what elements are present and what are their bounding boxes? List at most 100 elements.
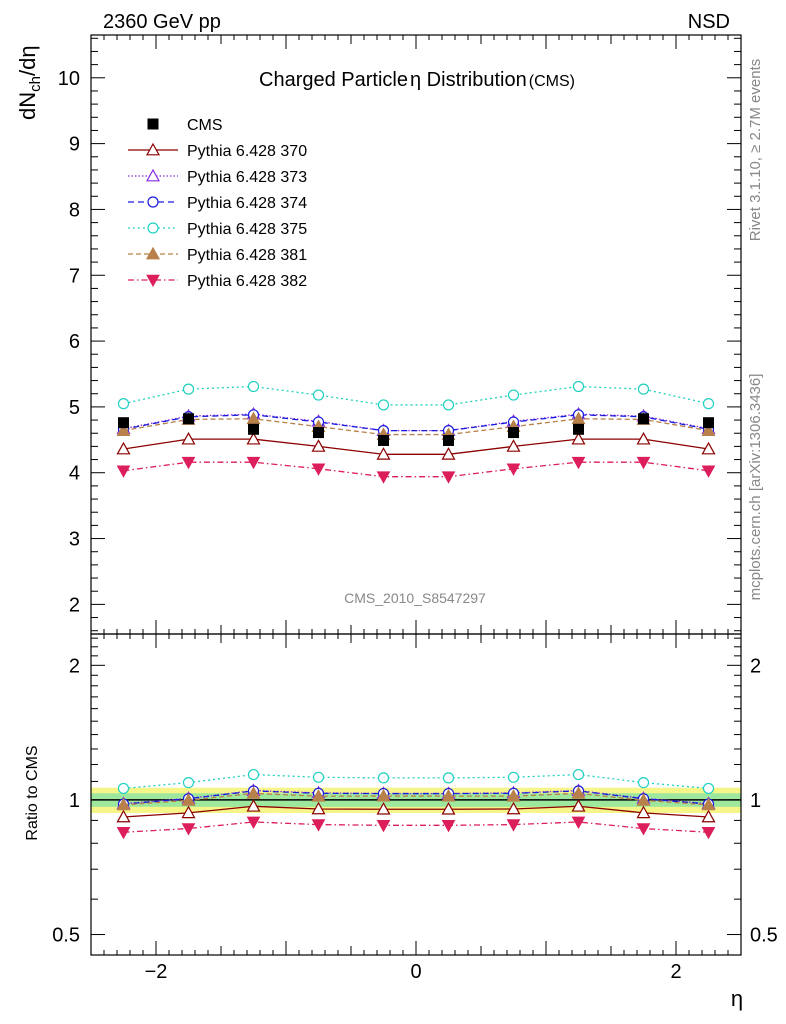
legend-marker <box>147 118 159 130</box>
series-cms-data <box>118 413 714 446</box>
series-line <box>123 414 709 432</box>
legend-marker <box>145 246 161 260</box>
legend-label: Pythia 6.428 381 <box>187 247 307 264</box>
series-pythia-6-428-370 <box>116 431 716 460</box>
title-eta: η <box>410 69 421 91</box>
series-line <box>123 438 709 455</box>
title-text-2: Distribution <box>421 69 527 91</box>
legend-marker <box>147 196 159 208</box>
ylabel-d: dN <box>15 92 40 120</box>
ratio-point <box>311 788 326 802</box>
series-line <box>123 461 709 478</box>
ratio-line <box>123 805 709 818</box>
series-point <box>181 431 196 445</box>
ratio-point <box>637 776 650 789</box>
series-point <box>377 399 390 411</box>
x-tick-label: 0 <box>410 961 421 983</box>
ratio-series-pythia-6-428-370 <box>116 799 716 823</box>
series-point <box>182 383 195 395</box>
series-point <box>116 465 131 478</box>
ratio-point <box>441 820 456 833</box>
ratio-series-pythia-6-428-382 <box>116 816 716 840</box>
legend: CMS Pythia 6.428 370 Pythia 6.428 373 Pythi… <box>128 117 307 290</box>
data-point <box>183 413 194 425</box>
ratio-point <box>572 768 585 781</box>
ratio-y-tick-label-right: 2 <box>750 655 761 677</box>
ratio-point <box>247 768 260 781</box>
ratio-point <box>442 772 455 784</box>
legend-label: Pythia 6.428 373 <box>187 169 307 186</box>
ratio-point <box>571 816 586 830</box>
series-point <box>636 456 651 470</box>
ratio-point <box>246 786 261 799</box>
ratio-point <box>181 823 196 836</box>
ratio-point <box>506 819 521 832</box>
legend-marker <box>145 168 161 182</box>
x-tick-label: 2 <box>670 961 681 983</box>
ratio-point <box>571 786 586 799</box>
y-tick-label: 3 <box>69 529 80 551</box>
legend-label: Pythia 6.428 370 <box>187 143 307 160</box>
watermark: CMS_2010_S8547297 <box>344 590 486 606</box>
ratio-line <box>123 790 709 805</box>
series-point <box>701 465 716 478</box>
ratio-point <box>311 801 326 815</box>
data-point <box>118 417 129 429</box>
ratio-point <box>702 782 715 795</box>
ylabel-sub: ch <box>27 76 44 92</box>
ratio-point <box>246 799 261 812</box>
ratio-point <box>701 809 716 823</box>
series-point <box>246 456 261 470</box>
series-point <box>376 471 391 484</box>
legend-marker <box>145 142 161 156</box>
ratio-line <box>123 821 709 833</box>
series-pythia-6-428-382 <box>116 456 716 484</box>
ratio-point <box>376 801 391 815</box>
ratio-point <box>377 772 390 784</box>
series-point <box>571 411 586 425</box>
legend-marker <box>147 222 159 234</box>
y-axis-label-top: dNch/dη <box>15 45 44 120</box>
ratio-point <box>181 793 196 806</box>
data-point <box>378 434 389 446</box>
side-text-top: Rivet 3.1.10, ≥ 2.7M events <box>747 59 764 242</box>
title-suffix: (CMS) <box>529 73 575 90</box>
series-point <box>116 423 131 437</box>
ratio-point <box>376 788 391 802</box>
series-point <box>571 431 586 445</box>
ratio-y-tick-label: 1 <box>69 790 80 812</box>
series-pythia-6-428-373 <box>116 406 716 437</box>
series-point <box>181 456 196 470</box>
ratio-point <box>116 797 131 811</box>
header-right: NSD <box>688 11 730 33</box>
ratio-point <box>312 771 325 783</box>
series-point <box>636 431 651 445</box>
y-axis-label-ratio: Ratio to CMS <box>24 745 41 840</box>
x-axis-label: η <box>731 986 743 1011</box>
data-point <box>508 427 519 439</box>
ratio-point <box>182 776 195 789</box>
ratio-point <box>116 809 131 823</box>
series-point <box>506 439 521 452</box>
series-point <box>246 411 261 425</box>
series-pythia-6-428-374 <box>117 409 715 437</box>
ratio-point <box>636 823 651 836</box>
ratio-point <box>116 826 131 840</box>
ratio-point <box>441 801 456 815</box>
y-tick-label: 5 <box>69 397 80 419</box>
y-tick-label: 7 <box>69 265 80 287</box>
title-text: Charged Particle <box>259 69 408 91</box>
legend-marker <box>146 274 160 288</box>
ratio-line <box>123 792 709 806</box>
ratio-y-tick-label: 2 <box>69 655 80 677</box>
ratio-point <box>376 820 391 833</box>
plot-layer: −2 0 2 2 3 4 5 6 7 8 9 10 0.5 0.5 1 1 2 2 CMS Pythia 6.428 … <box>52 34 778 983</box>
ratio-point <box>506 788 521 802</box>
ylabel-rest: /dη <box>15 45 40 76</box>
data-point <box>443 434 454 446</box>
y-tick-label: 4 <box>69 463 80 485</box>
series-point <box>571 456 586 470</box>
series-point <box>701 423 716 437</box>
series-point <box>507 389 520 401</box>
